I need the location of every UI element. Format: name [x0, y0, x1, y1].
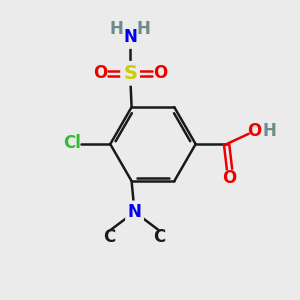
Text: C: C — [153, 228, 166, 246]
Text: S: S — [123, 64, 137, 83]
Text: Cl: Cl — [63, 134, 81, 152]
Text: O: O — [153, 64, 168, 82]
Text: O: O — [248, 122, 262, 140]
Text: C: C — [103, 228, 116, 246]
Text: N: N — [128, 203, 142, 221]
Text: O: O — [222, 169, 237, 187]
Text: N: N — [123, 28, 137, 46]
Text: H: H — [136, 20, 150, 38]
Text: O: O — [93, 64, 107, 82]
Text: H: H — [263, 122, 277, 140]
Text: H: H — [110, 20, 124, 38]
